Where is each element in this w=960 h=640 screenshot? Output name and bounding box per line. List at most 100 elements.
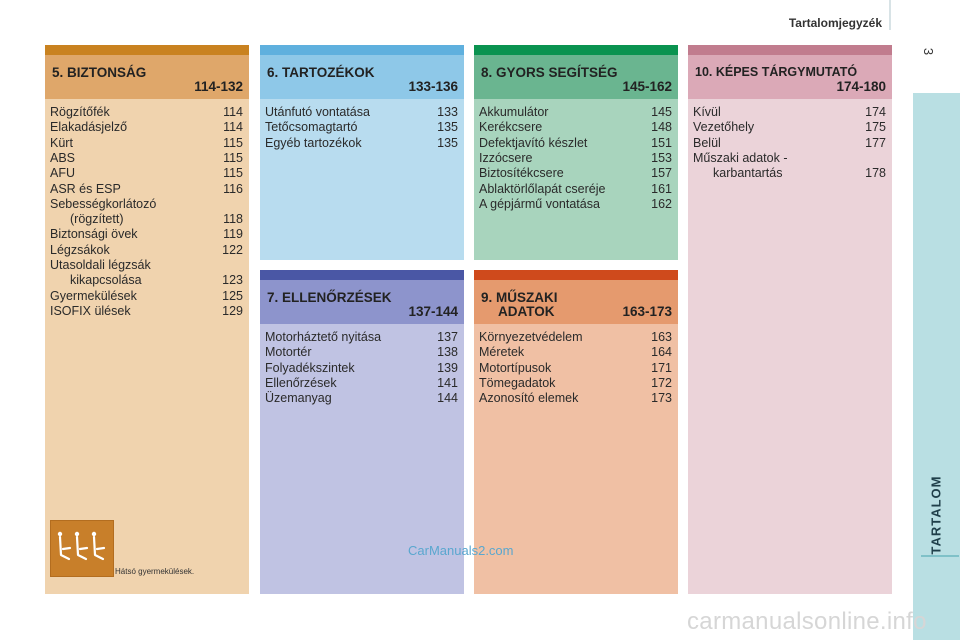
section-color-bar [688, 45, 892, 55]
toc-entry-label: Rögzítőfék [50, 105, 110, 119]
toc-entry-label: AFU [50, 166, 75, 181]
section-kepes-targymutato: 10. KÉPES TÁRGYMUTATÓ 174-180 Kívül 174 Ve… [688, 45, 892, 594]
image-caption: Hátsó gyermekülések. [115, 567, 195, 576]
toc-entry-label: Azonosító elemek [479, 391, 579, 406]
toc-entry-label: A gépjármű vontatása [479, 196, 600, 211]
toc-entry-page: 141 [437, 375, 458, 390]
toc-entry-label: Kerékcsere [479, 120, 543, 135]
toc-entry-page: 118 [223, 212, 243, 227]
section-title: 8. GYORS SEGÍTSÉG [481, 65, 618, 80]
toc-entry-label: Tetőcsomagtartó [265, 120, 358, 135]
section-body: Akkumulátor 145 Kerékcsere 148 Defektjavító … [474, 99, 678, 260]
toc-entry-page: 174 [865, 105, 886, 119]
section-header[interactable]: 9. MŰSZAKI ADATOK 163-173 [474, 280, 678, 324]
toc-entry-page: 115 [223, 135, 243, 150]
section-color-bar [45, 45, 249, 55]
toc-entry-label: Motortípusok [479, 360, 552, 375]
toc-entry-label: Elakadásjelző [50, 120, 128, 135]
toc-entry-page: 138 [437, 345, 458, 360]
toc-entry-page: 129 [222, 303, 243, 318]
toc-entry-label: Izzócsere [479, 150, 533, 165]
toc-entry-label: Utasoldali légzsák [50, 258, 151, 272]
toc-entry-label: Gyermekülések [50, 288, 137, 303]
toc-entry-page: 171 [651, 360, 672, 375]
toc-entry-label: Tömegadatok [479, 375, 556, 390]
toc-entry-page: 119 [223, 227, 243, 242]
toc-entry-label: Biztosítékcsere [479, 166, 564, 181]
toc-entry-page: 157 [651, 166, 672, 181]
section-biztonsag: 5. BIZTONSÁG 114-132 Rögzítőfék 114 Elakad… [45, 45, 249, 594]
toc-entry-label: Környezetvédelem [479, 330, 583, 344]
toc-entry-label: (rögzített) [70, 212, 124, 227]
section-color-bar [474, 270, 678, 280]
toc-entry-label: ASR és ESP [50, 181, 121, 196]
section-body: Környezetvédelem 163 Méretek 164 Motortípuso… [474, 324, 678, 594]
section-header[interactable]: 10. KÉPES TÁRGYMUTATÓ 174-180 [688, 55, 892, 99]
toc-entry-label: Folyadékszintek [265, 360, 355, 375]
toc-entry-label: Méretek [479, 345, 525, 360]
toc-entry-page: 114 [223, 105, 243, 119]
toc-entry-page: 148 [651, 120, 672, 135]
toc-entry-label: Motorháztető nyitása [265, 330, 382, 344]
child-seat-image [50, 520, 114, 577]
watermark-carmanuals2[interactable]: CarManuals2.com [408, 543, 514, 558]
toc-entry-label: Motortér [265, 345, 312, 360]
section-body: Utánfutó vontatása 133 Tetőcsomagtartó 135 E… [260, 99, 464, 260]
toc-entry-page: 144 [437, 391, 458, 406]
section-header[interactable]: 7. ELLENŐRZÉSEK 137-144 [260, 280, 464, 324]
toc-entry-page: 139 [437, 360, 458, 375]
section-tartozekok: 6. TARTOZÉKOK 133-136 Utánfutó vontatása… [260, 45, 464, 260]
section-page-range: 137-144 [408, 304, 458, 319]
toc-entry-label: Defektjavító készlet [479, 135, 588, 150]
section-title: 7. ELLENŐRZÉSEK [267, 290, 392, 305]
toc-entry-page: 164 [651, 345, 672, 360]
section-ellenorzesek: 7. ELLENŐRZÉSEK 137-144 Motorháztető nyi… [260, 270, 464, 594]
toc-entry-label: Légzsákok [50, 242, 110, 257]
toc-entry-page: 137 [437, 330, 458, 344]
section-page-range: 133-136 [408, 79, 458, 94]
section-body: Motorháztető nyitása 137 Motortér 138 Folyad… [260, 324, 464, 594]
section-page-range: 145-162 [622, 79, 672, 94]
page-header-title: Tartalomjegyzék [788, 16, 882, 30]
page-number: 3 [921, 47, 937, 56]
section-color-bar [260, 270, 464, 280]
toc-entry-page: 135 [437, 120, 458, 135]
toc-entry-page: 161 [651, 181, 672, 196]
side-tab[interactable] [913, 93, 960, 640]
toc-entry-page: 163 [651, 330, 672, 344]
section-color-bar [474, 45, 678, 55]
toc-entry-page: 122 [222, 242, 243, 257]
toc-entry-page: 162 [651, 196, 672, 211]
header-divider [889, 0, 891, 30]
toc-entry-label: ABS [50, 150, 76, 165]
toc-entry-page: 135 [437, 135, 458, 150]
toc-entry-page: 114 [223, 120, 243, 135]
section-body: Kívül 174 Vezetőhely 175 Belül 177 Műszaki ada… [688, 99, 892, 594]
toc-entry-page: 125 [222, 288, 243, 303]
toc-entry-label: Vezetőhely [693, 120, 755, 135]
toc-entry-label: karbantartás [713, 166, 783, 181]
toc-entry-label: Belül [693, 135, 721, 150]
section-muszaki-adatok: 9. MŰSZAKI ADATOK 163-173 Környezetvédel… [474, 270, 678, 594]
toc-entry-label: Kívül [693, 105, 721, 119]
toc-entry-page: 151 [651, 135, 672, 150]
toc-entry-label: Sebességkorlátozó [50, 196, 157, 211]
section-header[interactable]: 6. TARTOZÉKOK 133-136 [260, 55, 464, 99]
toc-entry-label: Utánfutó vontatása [265, 105, 370, 119]
toc-entry-label: Egyéb tartozékok [265, 135, 362, 150]
section-title: 6. TARTOZÉKOK [267, 65, 375, 80]
toc-entry-page: 115 [223, 166, 243, 181]
toc-entry-label: Akkumulátor [479, 105, 549, 119]
toc-entry-page: 145 [651, 105, 672, 119]
toc-entry-page: 177 [865, 135, 886, 150]
section-header[interactable]: 5. BIZTONSÁG 114-132 [45, 55, 249, 99]
section-title-line2: ADATOK [498, 304, 555, 319]
toc-entry-label: kikapcsolása [70, 273, 142, 288]
toc-entry-page: 116 [223, 181, 243, 196]
toc-entry-page: 173 [651, 391, 672, 406]
toc-entry-label: ISOFIX ülések [50, 303, 131, 318]
toc-entry-label: Ellenőrzések [265, 375, 337, 390]
toc-entry-page: 178 [865, 166, 886, 181]
section-header[interactable]: 8. GYORS SEGÍTSÉG 145-162 [474, 55, 678, 99]
section-title: 5. BIZTONSÁG [52, 65, 147, 80]
